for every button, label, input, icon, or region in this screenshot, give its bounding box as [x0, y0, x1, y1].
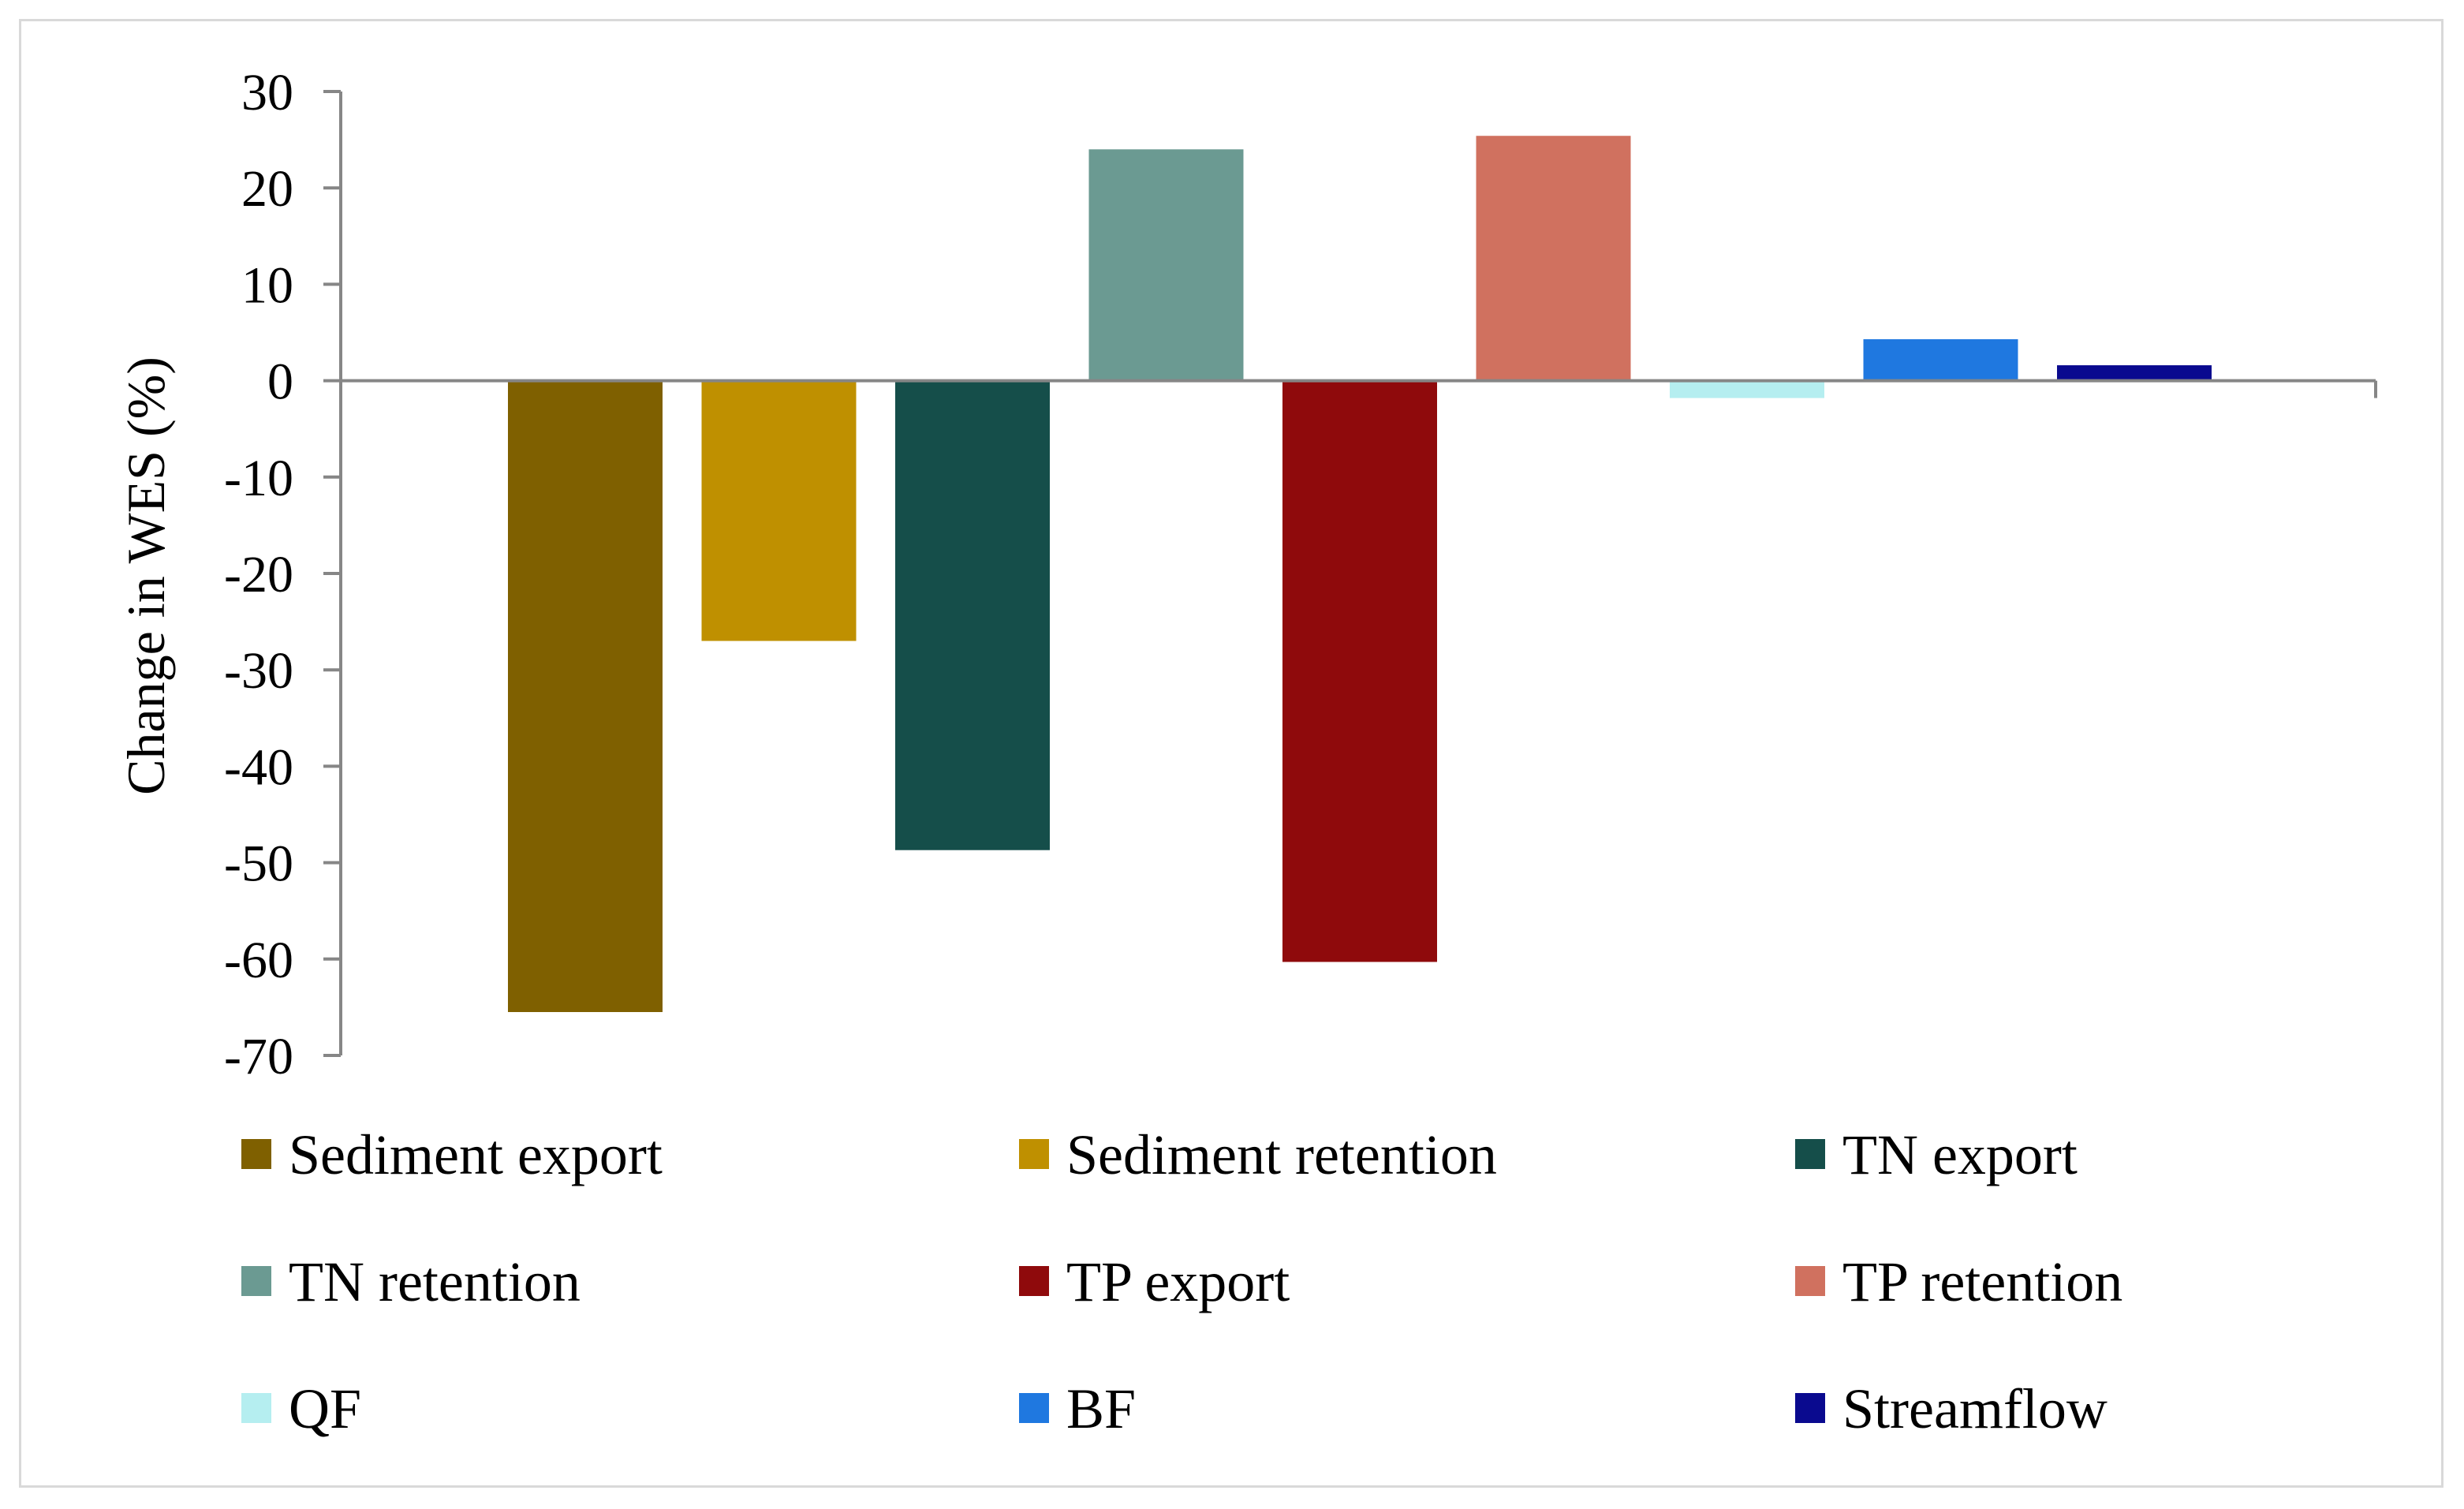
y-tick-label: -70: [224, 1028, 293, 1085]
legend-item-tn-export: TN export: [1795, 1123, 2078, 1186]
bar-tp-export: [1282, 380, 1437, 962]
y-tick-label: 20: [241, 160, 293, 218]
legend-label: TN export: [1842, 1123, 2078, 1186]
axes-group: [323, 90, 2377, 1057]
bar-tn-export: [895, 380, 1050, 850]
legend-label: QF: [289, 1377, 361, 1440]
y-tick-label: -30: [224, 642, 293, 700]
legend-label: Streamflow: [1842, 1377, 2107, 1440]
legend-label: TN retention: [289, 1250, 581, 1313]
legend-swatch: [241, 1393, 271, 1423]
bar-bf: [1863, 339, 2018, 381]
legend-item-qf: QF: [241, 1377, 361, 1440]
bar-streamflow: [2057, 365, 2212, 381]
y-tick-label: 0: [267, 353, 293, 411]
legend-swatch: [1795, 1266, 1825, 1296]
y-tick-label: -50: [224, 835, 293, 893]
y-tick-label: 30: [241, 64, 293, 121]
y-axis-title: Change in WES (%): [116, 357, 176, 795]
y-tick-label: -40: [224, 738, 293, 796]
bars-group: [508, 136, 2212, 1013]
y-tick-label: -60: [224, 932, 293, 989]
legend-swatch: [241, 1139, 271, 1169]
legend-label: BF: [1066, 1377, 1136, 1440]
legend-swatch: [1019, 1266, 1049, 1296]
legend-item-streamflow: Streamflow: [1795, 1377, 2107, 1440]
legend-item-tn-retention: TN retention: [241, 1250, 581, 1313]
legend-item-tp-retention: TP retention: [1795, 1250, 2122, 1313]
legend-label: Sediment export: [289, 1123, 663, 1186]
legend-item-sediment-retention: Sediment retention: [1019, 1123, 1497, 1186]
legend-swatch: [1019, 1139, 1049, 1169]
bar-tn-retention: [1088, 149, 1244, 381]
bar-sediment-export: [508, 380, 663, 1013]
legend-swatch: [1795, 1139, 1825, 1169]
y-tick-labels: 30 20 10 0 -10 -20 -30 -40 -50 -60 -70: [224, 64, 293, 1085]
legend-label: Sediment retention: [1066, 1123, 1497, 1186]
legend-item-tp-export: TP export: [1019, 1250, 1290, 1313]
legend-item-bf: BF: [1019, 1377, 1136, 1440]
legend-label: TP retention: [1842, 1250, 2122, 1313]
legend-label: TP export: [1066, 1250, 1290, 1313]
legend-swatch: [241, 1266, 271, 1296]
y-tick-label: -10: [224, 450, 293, 507]
bar-tp-retention: [1476, 136, 1631, 381]
y-tick-label: 10: [241, 256, 293, 314]
legend-item-sediment-export: Sediment export: [241, 1123, 663, 1186]
bar-qf: [1670, 380, 1824, 398]
legend-swatch: [1019, 1393, 1049, 1423]
bar-sediment-retention: [701, 380, 857, 641]
y-tick-label: -20: [224, 546, 293, 603]
legend-swatch: [1795, 1393, 1825, 1423]
legend: Sediment export Sediment retention TN expo…: [241, 1123, 2122, 1440]
chart-frame: [19, 19, 2443, 1488]
